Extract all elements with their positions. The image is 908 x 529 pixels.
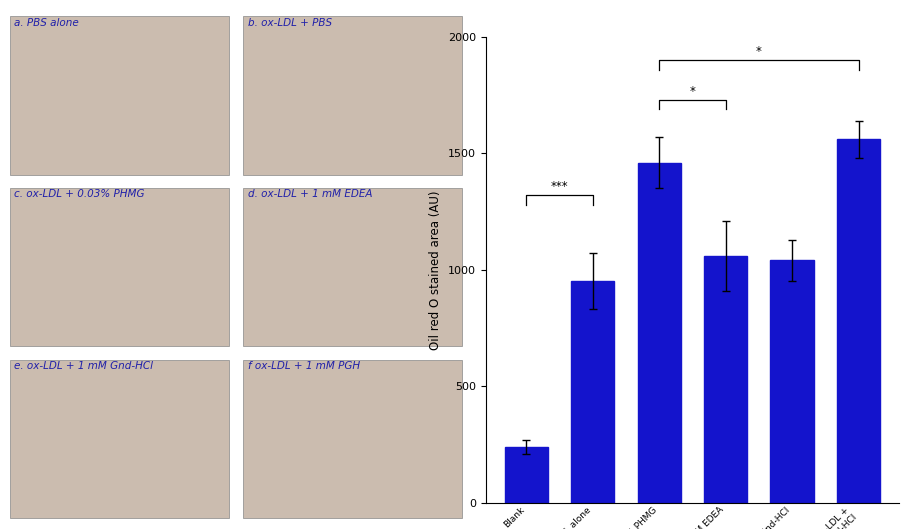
Text: e. ox-LDL + 1 mM Gnd-HCl: e. ox-LDL + 1 mM Gnd-HCl: [15, 361, 153, 371]
FancyBboxPatch shape: [243, 188, 462, 346]
FancyBboxPatch shape: [10, 360, 229, 518]
Text: d. ox-LDL + 1 mM EDEA: d. ox-LDL + 1 mM EDEA: [248, 189, 372, 199]
Bar: [505, 446, 548, 503]
Bar: [571, 281, 614, 503]
Text: ***: ***: [550, 180, 568, 193]
Text: c. ox-LDL + 0.03% PHMG: c. ox-LDL + 0.03% PHMG: [15, 189, 144, 199]
Text: b. ox-LDL + PBS: b. ox-LDL + PBS: [248, 18, 332, 28]
FancyBboxPatch shape: [243, 16, 462, 175]
FancyBboxPatch shape: [243, 360, 462, 518]
Bar: [704, 256, 747, 503]
FancyBboxPatch shape: [10, 188, 229, 346]
Bar: [837, 140, 880, 503]
Text: *: *: [755, 45, 762, 58]
FancyBboxPatch shape: [10, 16, 229, 175]
Bar: [771, 260, 814, 503]
Text: *: *: [689, 85, 696, 97]
Text: f ox-LDL + 1 mM PGH: f ox-LDL + 1 mM PGH: [248, 361, 360, 371]
Y-axis label: Oil red O stained area (AU): Oil red O stained area (AU): [429, 190, 442, 350]
Text: a. PBS alone: a. PBS alone: [15, 18, 79, 28]
Bar: [637, 163, 681, 503]
